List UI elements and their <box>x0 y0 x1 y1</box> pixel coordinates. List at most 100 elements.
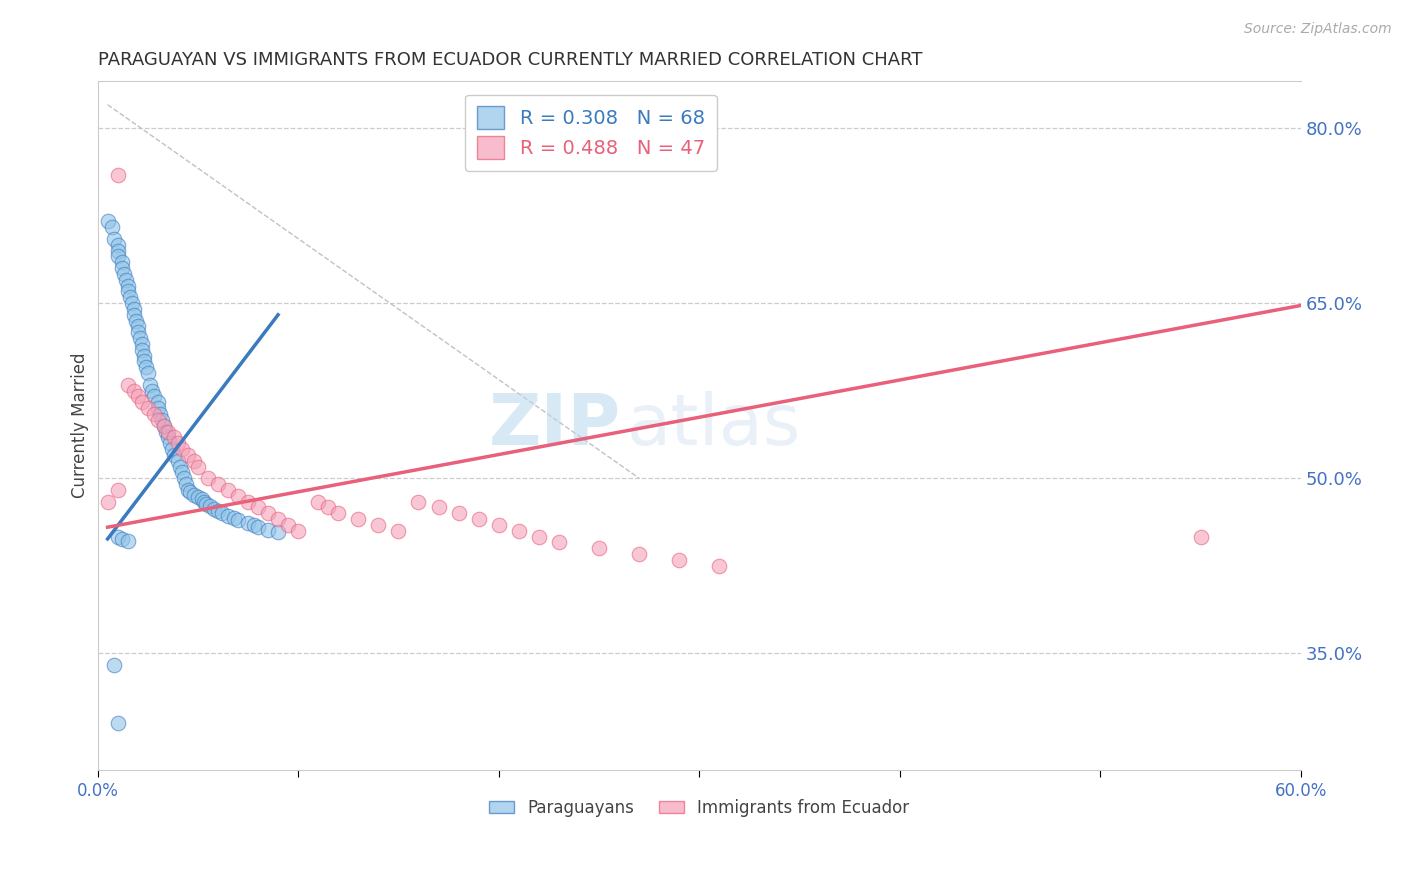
Point <box>107 483 129 497</box>
Point <box>117 377 139 392</box>
Point <box>709 558 731 573</box>
Point <box>159 436 181 450</box>
Point <box>467 512 489 526</box>
Point <box>122 301 145 316</box>
Point <box>163 430 186 444</box>
Point <box>142 407 165 421</box>
Point <box>160 442 183 456</box>
Text: ZIP: ZIP <box>489 392 621 460</box>
Point <box>124 313 146 327</box>
Point <box>122 384 145 398</box>
Point <box>194 497 217 511</box>
Point <box>447 506 470 520</box>
Point <box>207 477 229 491</box>
Point <box>207 504 229 518</box>
Point <box>628 547 651 561</box>
Point <box>547 535 569 549</box>
Point <box>267 524 290 539</box>
Point <box>155 425 177 439</box>
Point <box>146 413 169 427</box>
Point <box>367 517 389 532</box>
Point <box>226 513 249 527</box>
Point <box>156 425 179 439</box>
Point <box>100 220 122 235</box>
Point <box>107 716 129 731</box>
Text: Source: ZipAtlas.com: Source: ZipAtlas.com <box>1244 22 1392 37</box>
Point <box>183 453 205 467</box>
Point <box>1189 530 1212 544</box>
Point <box>152 418 174 433</box>
Point <box>408 494 430 508</box>
Point <box>111 532 134 546</box>
Point <box>107 168 129 182</box>
Point <box>267 512 290 526</box>
Point <box>118 290 141 304</box>
Point <box>236 494 259 508</box>
Point <box>257 523 280 537</box>
Point <box>287 524 309 538</box>
Point <box>111 255 134 269</box>
Point <box>508 524 530 538</box>
Point <box>127 319 149 334</box>
Point <box>117 534 139 549</box>
Point <box>387 524 409 538</box>
Point <box>117 285 139 299</box>
Point <box>107 237 129 252</box>
Point <box>107 244 129 258</box>
Text: PARAGUAYAN VS IMMIGRANTS FROM ECUADOR CURRENTLY MARRIED CORRELATION CHART: PARAGUAYAN VS IMMIGRANTS FROM ECUADOR CU… <box>97 51 922 69</box>
Point <box>174 477 197 491</box>
Point <box>114 273 136 287</box>
Point <box>107 249 129 263</box>
Point <box>122 308 145 322</box>
Point <box>488 517 510 532</box>
Point <box>117 278 139 293</box>
Point <box>121 296 143 310</box>
Point <box>170 442 193 456</box>
Point <box>226 489 249 503</box>
Point <box>136 401 159 416</box>
Point <box>187 490 209 504</box>
Point <box>277 517 299 532</box>
Point <box>127 326 149 340</box>
Point <box>347 512 370 526</box>
Point <box>131 337 153 351</box>
Point <box>173 471 195 485</box>
Point <box>247 500 270 515</box>
Point <box>247 520 270 534</box>
Point <box>243 517 266 532</box>
Point <box>138 377 160 392</box>
Point <box>527 530 550 544</box>
Point <box>169 459 191 474</box>
Point <box>166 453 188 467</box>
Point <box>166 436 188 450</box>
Point <box>316 500 339 515</box>
Point <box>217 483 239 497</box>
Point <box>149 407 172 421</box>
Point <box>146 401 169 416</box>
Point <box>127 389 149 403</box>
Point <box>107 530 129 544</box>
Point <box>132 354 155 368</box>
Point <box>131 343 153 357</box>
Point <box>187 459 209 474</box>
Point <box>97 214 120 228</box>
Point <box>177 448 200 462</box>
Point <box>222 511 245 525</box>
Point <box>191 492 214 507</box>
Text: atlas: atlas <box>627 392 801 460</box>
Point <box>132 349 155 363</box>
Point <box>97 494 120 508</box>
Point <box>668 553 690 567</box>
Point <box>211 506 233 520</box>
Point <box>128 331 150 345</box>
Point <box>177 483 200 497</box>
Point <box>236 516 259 530</box>
Point <box>198 499 221 513</box>
Point <box>146 395 169 409</box>
Y-axis label: Currently Married: Currently Married <box>72 353 89 499</box>
Point <box>197 471 219 485</box>
Point <box>103 232 125 246</box>
Point <box>141 384 163 398</box>
Legend: Paraguayans, Immigrants from Ecuador: Paraguayans, Immigrants from Ecuador <box>482 792 917 823</box>
Point <box>156 430 179 444</box>
